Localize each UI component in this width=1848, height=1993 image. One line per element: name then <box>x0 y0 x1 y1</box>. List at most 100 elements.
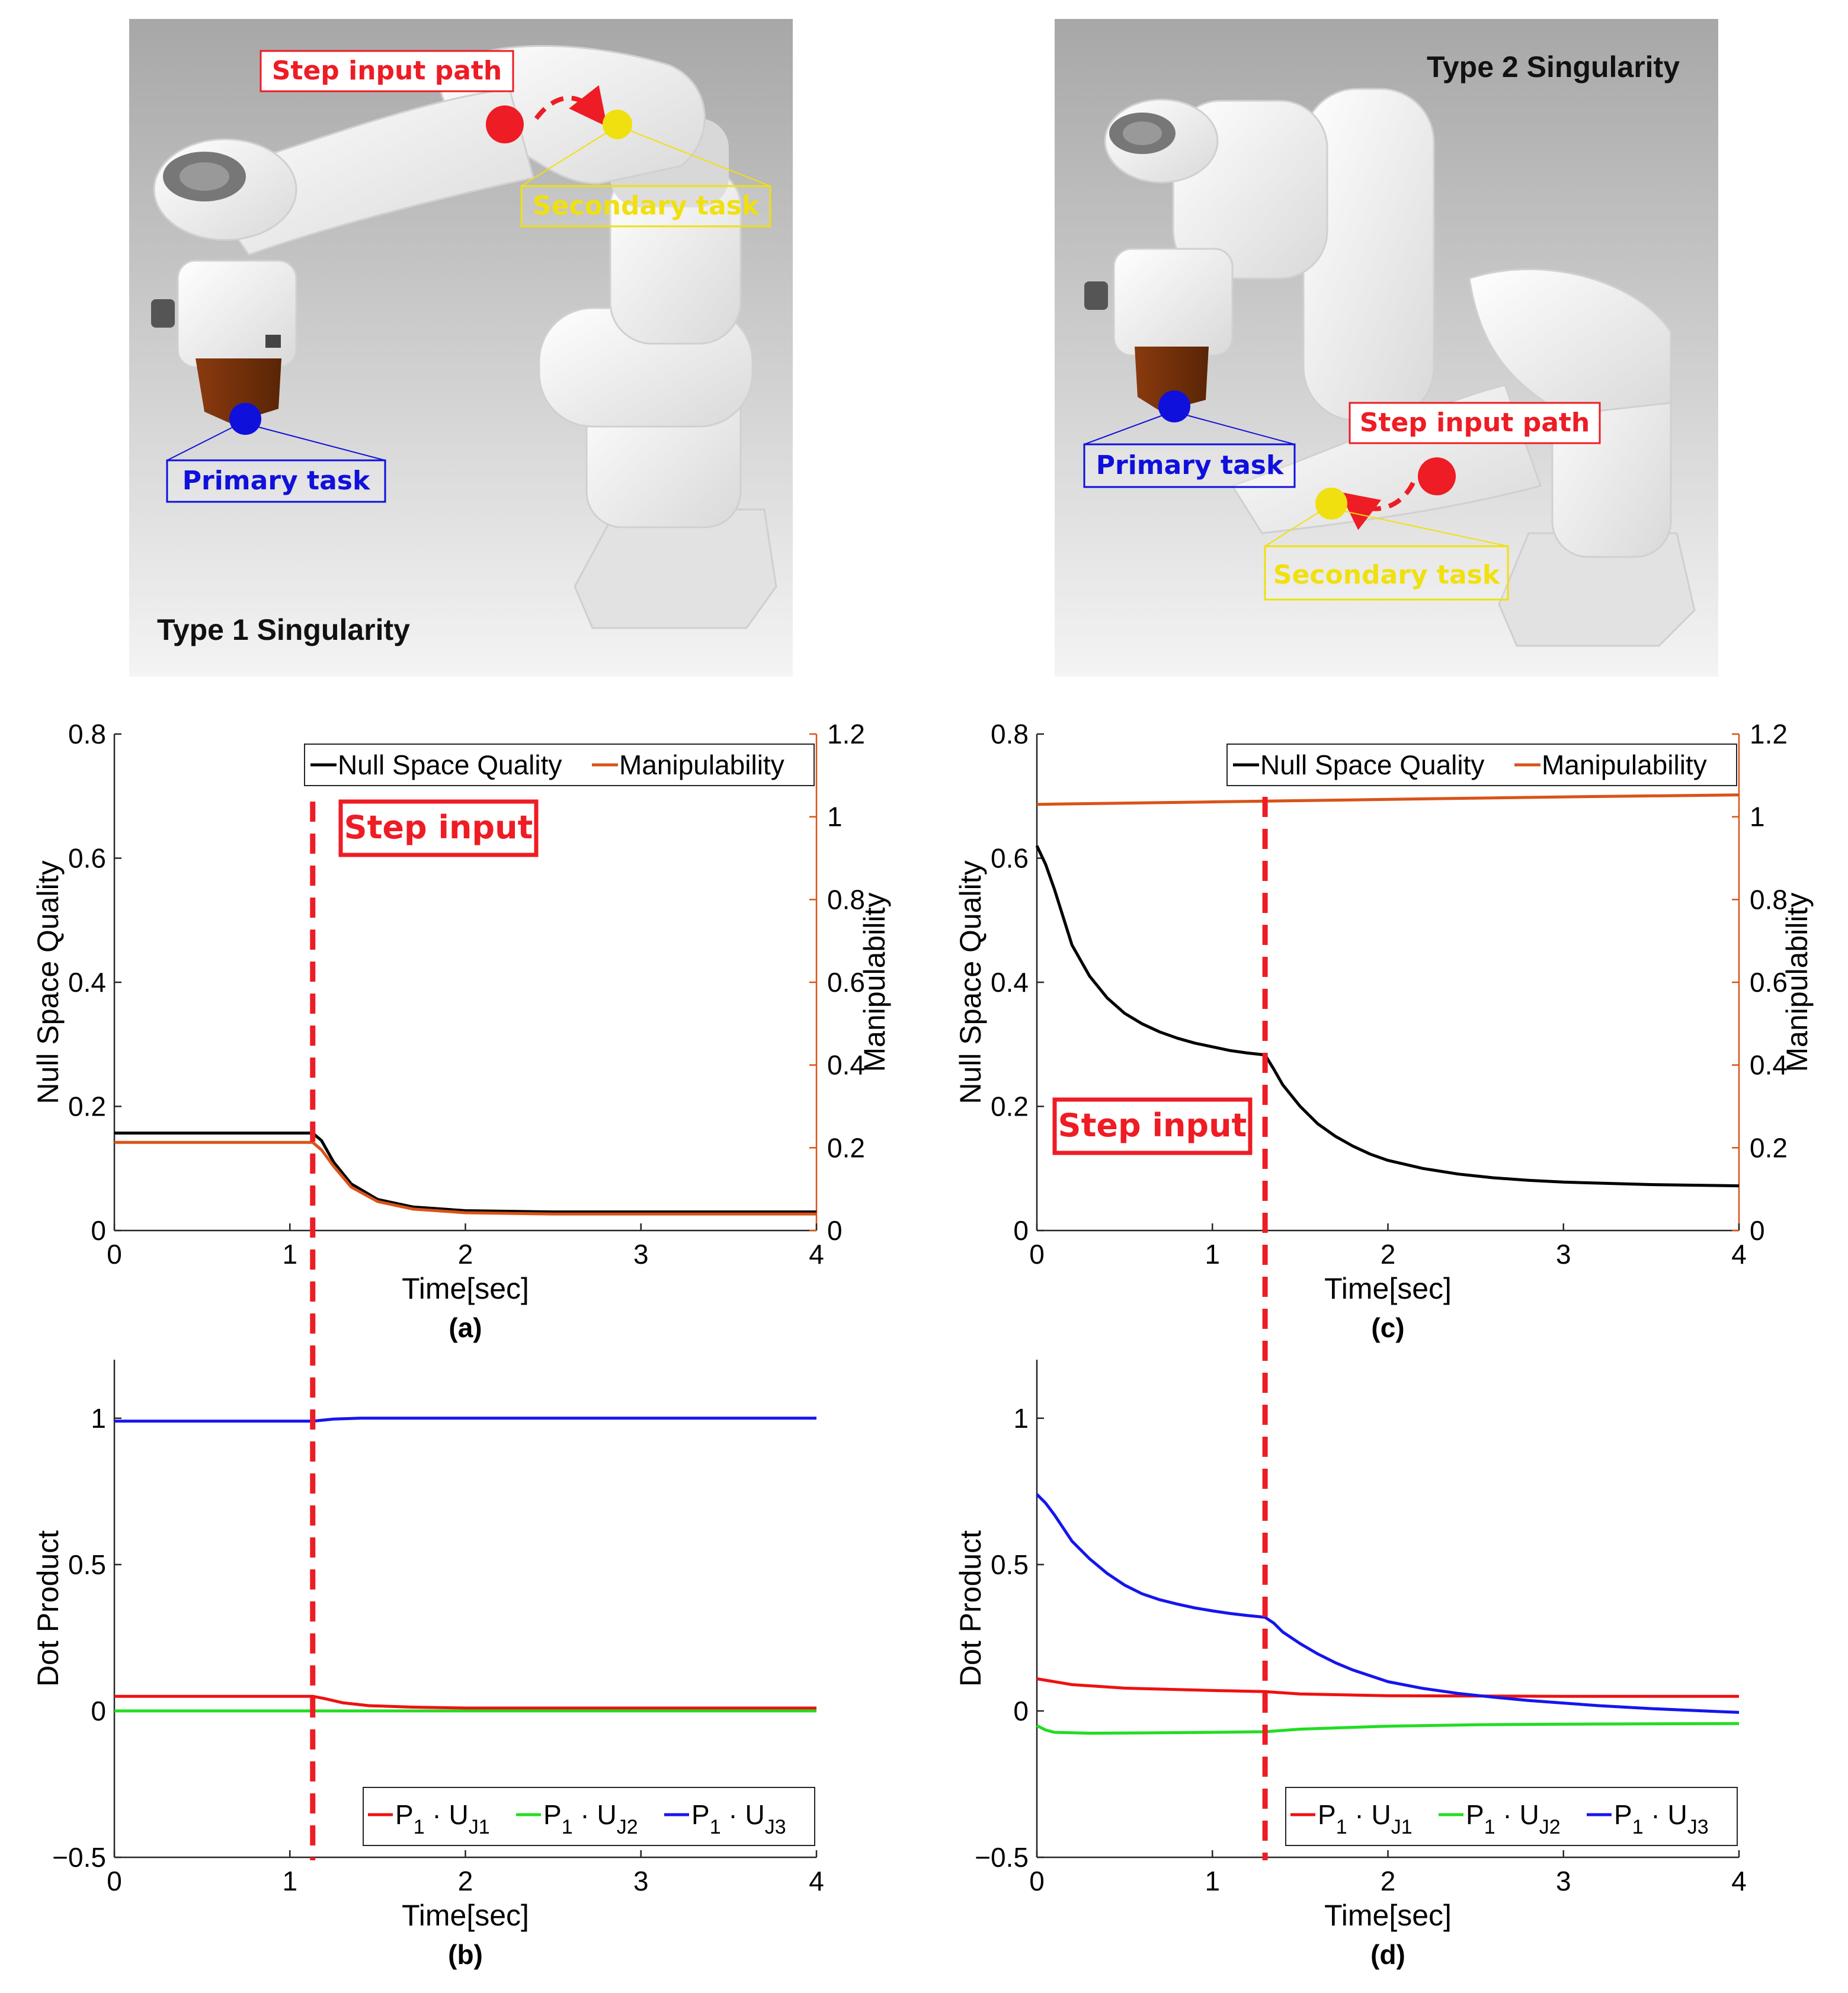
legend-label: P1 · UJ3 <box>691 1799 786 1838</box>
x-tick-label: 0 <box>107 1239 122 1270</box>
chart-caption: (d) <box>1370 1939 1405 1970</box>
type-2-singularity-label: Type 2 Singularity <box>1427 50 1680 84</box>
chart-c: 0 1 2 3 400.20.40.60.800.20.40.60.811.2Time[… <box>954 719 1814 1343</box>
legend-label: P1 · UJ2 <box>543 1799 638 1838</box>
step-start-marker-left <box>486 105 524 143</box>
series-line-1 <box>114 1694 816 1710</box>
series-line-2 <box>114 1140 816 1216</box>
x-tick-label: 1 <box>282 1239 297 1270</box>
secondary-task-label-right: Secondary task <box>1273 560 1501 590</box>
y-right-tick-label: 0.8 <box>827 884 865 915</box>
legend-label: Manipulability <box>619 749 784 780</box>
step-input-path-box-left <box>260 50 514 92</box>
x-tick-label: 3 <box>1556 1239 1571 1270</box>
x-tick-label: 1 <box>1205 1239 1220 1270</box>
step-start-marker-right <box>1418 457 1456 495</box>
y-right-tick-label: 0.4 <box>1750 1050 1788 1081</box>
y-right-tick-label: 0 <box>1750 1215 1765 1246</box>
series-line-3 <box>1036 1493 1740 1714</box>
legend-label: P1 · UJ2 <box>1466 1799 1561 1838</box>
type-1-singularity-label: Type 1 Singularity <box>157 613 410 646</box>
x-tick-label: 2 <box>458 1866 473 1896</box>
chart-a: 0 1 2 3 400.20.40.60.800.20.40.60.811.2Time[… <box>31 719 891 1343</box>
chart-caption: (b) <box>448 1939 483 1970</box>
y-tick-label: 0.6 <box>991 843 1029 874</box>
y-right-tick-label: 0.6 <box>827 967 865 998</box>
x-axis-label: Time[sec] <box>1324 1272 1452 1305</box>
robot-arm-right <box>1084 88 1696 647</box>
step-input-label: Step input <box>1058 1107 1247 1144</box>
primary-task-label-right: Primary task <box>1096 450 1285 480</box>
x-axis-label: Time[sec] <box>402 1899 529 1932</box>
legend-label: Manipulability <box>1542 749 1707 780</box>
legend-box <box>363 1787 815 1846</box>
x-tick-label: 2 <box>458 1239 473 1270</box>
chart-caption: (a) <box>449 1312 482 1343</box>
y-tick-label: −0.5 <box>975 1842 1029 1873</box>
y-right-tick-label: 0 <box>827 1215 843 1246</box>
x-axis-label: Time[sec] <box>402 1272 529 1305</box>
y-axis-right-label: Manipulability <box>858 893 891 1072</box>
y-tick-label: 0 <box>1013 1215 1029 1246</box>
series-line-1 <box>1035 845 1740 1188</box>
series-line-1 <box>1036 1677 1739 1698</box>
y-axis-right-label: Manipulability <box>1780 893 1814 1072</box>
series-line-3 <box>114 1417 816 1423</box>
y-axis-label: Null Space Quality <box>954 860 987 1104</box>
step-input-path-box-right <box>1349 402 1601 444</box>
step-input-label: Step input <box>344 809 533 846</box>
y-right-tick-label: 1.2 <box>827 719 865 749</box>
robot-panel-left: Step input path Secondary task Primary t… <box>129 19 793 677</box>
x-tick-label: 3 <box>1556 1866 1571 1896</box>
secondary-task-label-left: Secondary task <box>533 191 760 221</box>
step-input-box <box>338 799 539 857</box>
x-tick-label: 0 <box>107 1866 122 1896</box>
y-tick-label: 0.4 <box>68 967 106 998</box>
series-line-2 <box>1036 793 1740 806</box>
x-tick-label: 2 <box>1381 1866 1396 1896</box>
x-tick-label: 2 <box>1381 1239 1396 1270</box>
y-tick-label: 0.8 <box>991 719 1029 749</box>
y-tick-label: 0 <box>91 1696 106 1726</box>
y-tick-label: −0.5 <box>52 1842 106 1873</box>
y-tick-label: 1 <box>91 1403 106 1434</box>
legend-label: Null Space Quality <box>338 749 562 780</box>
series-line-1 <box>114 1132 816 1214</box>
y-right-tick-label: 1 <box>827 802 843 832</box>
y-right-tick-label: 0.4 <box>827 1050 865 1081</box>
y-right-tick-label: 0.2 <box>1750 1132 1788 1163</box>
y-right-tick-label: 0.2 <box>827 1132 865 1163</box>
legend-box <box>1226 744 1737 786</box>
y-tick-label: 1 <box>1013 1403 1029 1434</box>
y-tick-label: 0 <box>91 1215 106 1246</box>
y-tick-label: 0.5 <box>991 1549 1029 1580</box>
y-right-tick-label: 1 <box>1750 802 1765 832</box>
y-tick-label: 0.5 <box>68 1549 106 1580</box>
secondary-task-marker-right <box>1315 488 1347 520</box>
y-tick-label: 0.8 <box>68 719 106 749</box>
y-axis-label: Null Space Quality <box>31 860 65 1104</box>
x-tick-label: 1 <box>1205 1866 1220 1896</box>
y-tick-label: 0.4 <box>991 967 1029 998</box>
legend-label: P1 · UJ3 <box>1614 1799 1709 1838</box>
legend-box <box>304 744 815 786</box>
step-input-path-label-left: Step input path <box>272 56 502 86</box>
x-tick-label: 4 <box>1731 1866 1747 1896</box>
secondary-task-marker-left <box>603 110 632 139</box>
y-tick-label: 0.6 <box>68 843 106 874</box>
step-input-path-label-right: Step input path <box>1360 408 1590 438</box>
y-right-tick-label: 0.6 <box>1750 967 1788 998</box>
series-line-2 <box>1036 1722 1740 1735</box>
x-tick-label: 4 <box>809 1239 824 1270</box>
robot-panel-right: Type 2 Singularity Primary task Step inp… <box>1055 19 1718 677</box>
y-tick-label: 0 <box>1013 1696 1029 1726</box>
legend-label: P1 · UJ1 <box>395 1799 490 1838</box>
y-tick-label: 0.2 <box>991 1091 1029 1122</box>
x-tick-label: 0 <box>1029 1239 1045 1270</box>
x-axis-label: Time[sec] <box>1324 1899 1452 1932</box>
legend-label: P1 · UJ1 <box>1318 1799 1413 1838</box>
x-tick-label: 0 <box>1029 1866 1045 1896</box>
